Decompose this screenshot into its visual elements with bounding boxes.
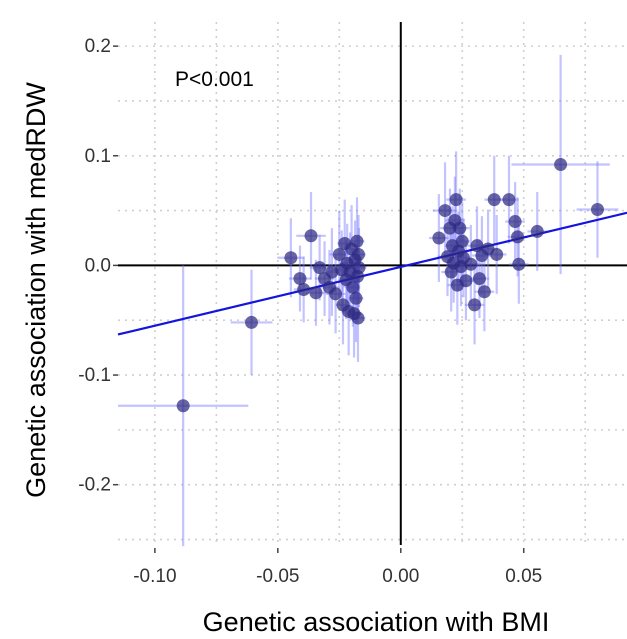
data-point — [309, 286, 323, 300]
y-tick-label: 0.0 — [85, 255, 111, 276]
p-value-annotation: P<0.001 — [175, 68, 254, 91]
data-point — [470, 239, 484, 253]
data-point — [297, 283, 311, 297]
data-point — [438, 204, 452, 218]
regression-line — [117, 211, 627, 336]
data-point — [432, 231, 446, 245]
data-point — [449, 193, 463, 207]
data-point — [464, 257, 478, 271]
data-point — [351, 311, 365, 325]
data-point — [176, 399, 190, 413]
data-points — [176, 158, 604, 413]
regression-line-group — [117, 211, 627, 336]
data-point — [511, 230, 525, 244]
data-point — [455, 234, 469, 248]
data-point — [245, 315, 259, 329]
x-tick-label: -0.05 — [256, 566, 299, 587]
data-point — [293, 272, 307, 286]
data-point — [477, 285, 491, 299]
data-point — [346, 280, 360, 294]
y-axis-title: Genetic association with medRDW — [21, 82, 51, 498]
data-point — [530, 224, 544, 238]
data-point — [453, 221, 467, 235]
data-point — [472, 272, 486, 286]
data-point — [487, 193, 501, 207]
error-bars — [118, 54, 619, 547]
y-tick-label: 0.2 — [85, 36, 111, 57]
x-tick-label: -0.10 — [133, 566, 176, 587]
data-point — [332, 247, 346, 261]
data-point — [350, 234, 364, 248]
data-point — [349, 291, 363, 305]
data-point — [502, 193, 516, 207]
data-point — [325, 265, 339, 279]
y-tick-label: -0.2 — [78, 475, 111, 496]
data-point — [284, 251, 298, 265]
data-point — [468, 298, 482, 312]
data-point — [508, 215, 522, 229]
grid-lines — [118, 22, 627, 545]
data-point — [313, 261, 327, 275]
reference-lines — [118, 22, 627, 545]
data-point — [459, 274, 473, 288]
data-point — [554, 158, 568, 172]
y-tick-label: 0.1 — [85, 146, 111, 167]
data-point — [512, 257, 526, 271]
data-point — [329, 287, 343, 301]
data-point — [352, 261, 366, 275]
x-tick-label: 0.00 — [382, 566, 419, 587]
data-point — [304, 229, 318, 243]
x-axis-title: Genetic association with BMI — [203, 607, 550, 637]
y-tick-label: -0.1 — [78, 365, 111, 386]
x-tick-label: 0.05 — [505, 566, 542, 587]
axis-ticks — [113, 45, 525, 553]
data-point — [351, 247, 365, 261]
data-point — [590, 202, 604, 216]
data-point — [490, 247, 504, 261]
axis-tick-labels: -0.10 -0.05 0.00 0.05 -0.2 -0.1 0.0 0.1 0.2 — [78, 36, 542, 587]
